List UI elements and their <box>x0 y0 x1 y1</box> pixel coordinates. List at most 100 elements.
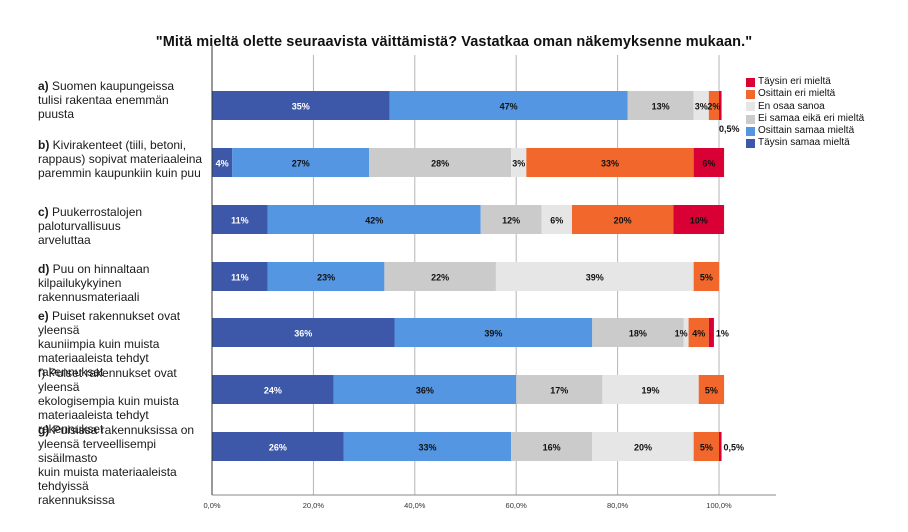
legend-item: Osittain samaa mieltä <box>746 125 864 137</box>
bar-segment <box>683 318 689 347</box>
data-label: 27% <box>292 159 310 169</box>
legend-label: Täysin eri mieltä <box>758 76 831 87</box>
category-label: d) Puu on hinnaltaan kilpailukykyinen rak… <box>38 262 150 304</box>
data-label: 19% <box>642 386 660 396</box>
bar-segment <box>369 148 512 177</box>
bar-segment <box>212 205 268 234</box>
bar-segment <box>708 91 719 120</box>
data-label: 33% <box>418 443 436 453</box>
bar-segment <box>212 318 395 347</box>
legend-swatch <box>746 139 755 149</box>
data-label: 36% <box>294 329 312 339</box>
bar-segment <box>688 318 709 347</box>
legend-label: Osittain eri mieltä <box>758 88 836 100</box>
legend: Täysin eri mieltä Osittain eri mieltä En o… <box>746 76 864 150</box>
data-label: 10% <box>690 216 708 226</box>
bar-segment <box>212 148 233 177</box>
legend-swatch <box>746 126 755 136</box>
bar-segment <box>495 262 694 291</box>
category-prefix: b) <box>38 138 50 152</box>
bar-segment <box>511 432 593 461</box>
bar-segment <box>516 375 603 404</box>
data-label: 2% <box>707 102 720 112</box>
category-label: f) Puiset rakennukset ovat yleensä ekolog… <box>38 366 179 436</box>
category-label: e) Puiset rakennukset ovat yleensä kaunii… <box>38 309 181 379</box>
legend-label: En osaa sanoa <box>758 100 825 112</box>
legend-label: Osittain samaa mieltä <box>758 125 855 137</box>
data-label: 42% <box>365 216 383 226</box>
category-prefix: g) <box>38 423 50 437</box>
data-label: 39% <box>586 273 604 283</box>
data-label: 13% <box>652 102 670 112</box>
bar-segment <box>384 262 496 291</box>
category-prefix: c) <box>38 205 49 219</box>
data-label: 23% <box>317 273 335 283</box>
x-tick-label: 100,0% <box>706 501 732 510</box>
bar-segment <box>389 91 628 120</box>
data-label: 39% <box>484 329 502 339</box>
category-label: a) Suomen kaupungeissa tulisi rakentaa en… <box>38 79 175 121</box>
bar-segment <box>394 318 593 347</box>
data-label: 4% <box>692 329 705 339</box>
data-label: 20% <box>614 216 632 226</box>
legend-swatch <box>746 114 755 124</box>
data-label: 11% <box>231 216 249 226</box>
x-tick-label: 0,0% <box>203 501 220 510</box>
bar-segment <box>602 375 699 404</box>
data-label: 33% <box>601 159 619 169</box>
legend-item: Osittain eri mieltä <box>746 88 864 100</box>
data-label: 17% <box>550 386 568 396</box>
data-label: 18% <box>629 329 647 339</box>
bar-segment <box>212 91 390 120</box>
legend-item: Ei samaa eikä eri mieltä <box>746 113 864 125</box>
legend-swatch <box>746 77 755 87</box>
bar-segment <box>232 148 370 177</box>
bar-segment <box>693 148 725 177</box>
data-label: 16% <box>543 443 561 453</box>
category-prefix: e) <box>38 309 49 323</box>
data-label: 6% <box>702 159 715 169</box>
bar-segment <box>511 148 527 177</box>
legend-label: Ei samaa eikä eri mieltä <box>758 112 865 124</box>
legend-label: Täysin samaa mieltä <box>758 137 850 149</box>
bar-segment <box>592 318 684 347</box>
bar-segment <box>343 432 512 461</box>
category-prefix: f) <box>38 366 46 380</box>
bar-segment <box>541 205 572 234</box>
bar-segment <box>212 262 268 291</box>
data-label: 26% <box>269 443 287 453</box>
x-tick-label: 60,0% <box>506 501 528 510</box>
data-label: 1% <box>675 329 688 339</box>
category-prefix: a) <box>38 79 49 93</box>
data-label: 11% <box>231 273 249 283</box>
data-label: 47% <box>500 102 518 112</box>
data-label: 4% <box>216 159 229 169</box>
data-label: 22% <box>431 273 449 283</box>
bar-segment <box>693 432 719 461</box>
bar-segment <box>698 375 725 404</box>
data-label: 3% <box>695 102 708 112</box>
data-label: 6% <box>550 216 563 226</box>
bar-segment <box>708 318 714 347</box>
bar-segment <box>212 375 334 404</box>
bar-segment <box>526 148 694 177</box>
data-label: 35% <box>292 102 310 112</box>
data-label: 0,5% <box>724 443 745 453</box>
legend-item: En osaa sanoa <box>746 101 864 113</box>
legend-swatch <box>746 102 755 112</box>
data-label: 5% <box>705 386 718 396</box>
data-label: 3% <box>512 159 525 169</box>
data-label: 28% <box>431 159 449 169</box>
bar-segment <box>719 432 722 461</box>
category-label: b) Kivirakenteet (tiili, betoni, rappaus)… <box>38 138 203 180</box>
data-label: 5% <box>700 443 713 453</box>
data-label: 20% <box>634 443 652 453</box>
x-tick-label: 40,0% <box>404 501 426 510</box>
data-label: 36% <box>416 386 434 396</box>
legend-swatch <box>746 89 755 99</box>
x-tick-label: 20,0% <box>303 501 325 510</box>
bar-segment <box>693 91 709 120</box>
bar-segment <box>571 205 674 234</box>
data-label: 24% <box>264 386 282 396</box>
